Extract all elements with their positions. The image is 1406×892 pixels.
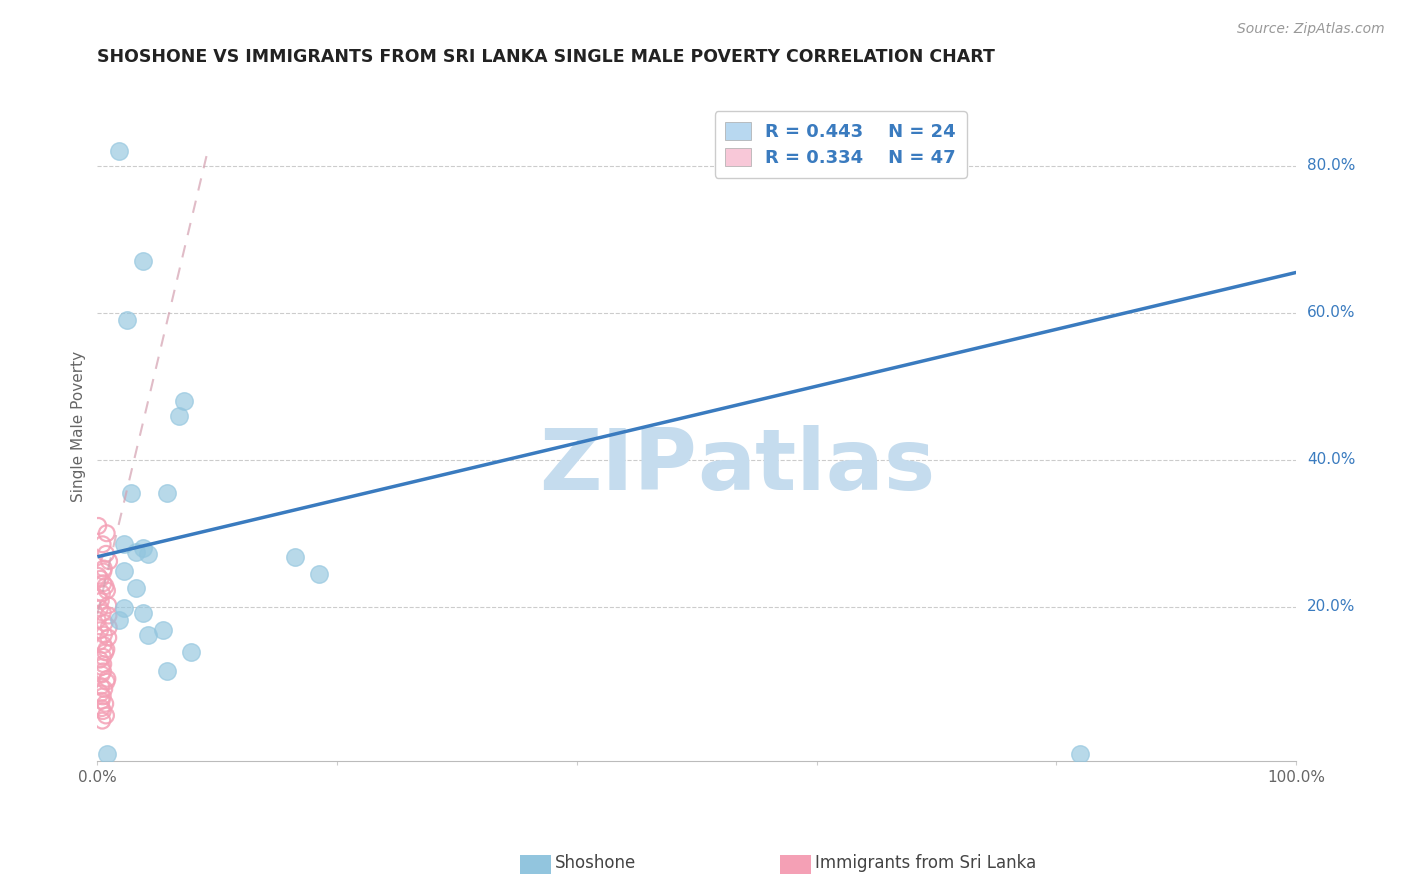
Point <box>91 537 114 551</box>
Point <box>90 667 112 681</box>
Point <box>94 708 117 723</box>
Point <box>125 582 148 596</box>
Point <box>97 631 120 645</box>
Point <box>96 526 118 541</box>
Point <box>91 657 114 671</box>
Text: ZIP: ZIP <box>538 425 697 508</box>
Point <box>90 586 112 600</box>
Point <box>284 549 307 564</box>
Point <box>108 613 131 627</box>
Point <box>156 486 179 500</box>
Point <box>90 679 112 693</box>
Point <box>89 653 111 667</box>
Point <box>86 613 108 627</box>
Point <box>132 254 155 268</box>
Point <box>90 694 112 708</box>
Point <box>89 601 111 615</box>
Text: 20.0%: 20.0% <box>1308 599 1355 615</box>
Point <box>1069 747 1091 761</box>
Point <box>136 628 159 642</box>
Text: Immigrants from Sri Lanka: Immigrants from Sri Lanka <box>815 855 1036 872</box>
Point <box>91 649 114 664</box>
Point <box>90 572 112 586</box>
Point <box>96 583 118 598</box>
Point <box>308 566 330 581</box>
Point <box>93 615 115 630</box>
Point <box>180 645 202 659</box>
Point <box>167 409 190 423</box>
Point <box>96 747 118 761</box>
Point <box>96 672 118 686</box>
Point <box>90 701 112 715</box>
Text: 60.0%: 60.0% <box>1308 305 1355 320</box>
Point <box>97 608 120 623</box>
Point <box>93 561 115 575</box>
Text: 40.0%: 40.0% <box>1308 452 1355 467</box>
Point <box>93 576 115 591</box>
FancyBboxPatch shape <box>520 855 551 874</box>
Point <box>91 714 114 728</box>
Point <box>93 565 115 579</box>
FancyBboxPatch shape <box>780 855 811 874</box>
Point <box>112 601 135 615</box>
Point <box>132 606 155 620</box>
Point <box>173 394 195 409</box>
Point <box>87 569 110 583</box>
Point <box>90 660 112 674</box>
Point <box>94 547 117 561</box>
Point <box>90 686 112 700</box>
Point <box>93 638 115 652</box>
Point <box>125 544 148 558</box>
Point <box>108 144 131 158</box>
Point <box>91 704 114 718</box>
Point <box>89 624 111 638</box>
Point <box>117 313 139 327</box>
Point <box>97 599 120 613</box>
Legend: R = 0.443    N = 24, R = 0.334    N = 47: R = 0.443 N = 24, R = 0.334 N = 47 <box>714 112 967 178</box>
Text: atlas: atlas <box>697 425 935 508</box>
Text: SHOSHONE VS IMMIGRANTS FROM SRI LANKA SINGLE MALE POVERTY CORRELATION CHART: SHOSHONE VS IMMIGRANTS FROM SRI LANKA SI… <box>97 47 995 66</box>
Point <box>91 690 114 704</box>
Text: Source: ZipAtlas.com: Source: ZipAtlas.com <box>1237 22 1385 37</box>
Point <box>112 537 135 551</box>
Point <box>87 591 110 605</box>
Point <box>98 554 121 568</box>
Point <box>94 579 117 593</box>
Point <box>93 628 115 642</box>
Point <box>136 547 159 561</box>
Point <box>93 681 115 696</box>
Point <box>152 624 174 638</box>
Point <box>156 665 179 679</box>
Point <box>94 697 117 711</box>
Text: Shoshone: Shoshone <box>555 855 637 872</box>
Point <box>96 642 118 657</box>
Text: 80.0%: 80.0% <box>1308 159 1355 173</box>
Point <box>120 486 142 500</box>
Y-axis label: Single Male Poverty: Single Male Poverty <box>72 351 86 502</box>
Point <box>87 519 110 533</box>
Point <box>94 645 117 659</box>
Point <box>96 674 118 689</box>
Point <box>91 606 114 620</box>
Point <box>90 594 112 608</box>
Point <box>87 635 110 649</box>
Point <box>112 565 135 579</box>
Point <box>91 665 114 679</box>
Point <box>97 620 120 634</box>
Point <box>132 541 155 555</box>
